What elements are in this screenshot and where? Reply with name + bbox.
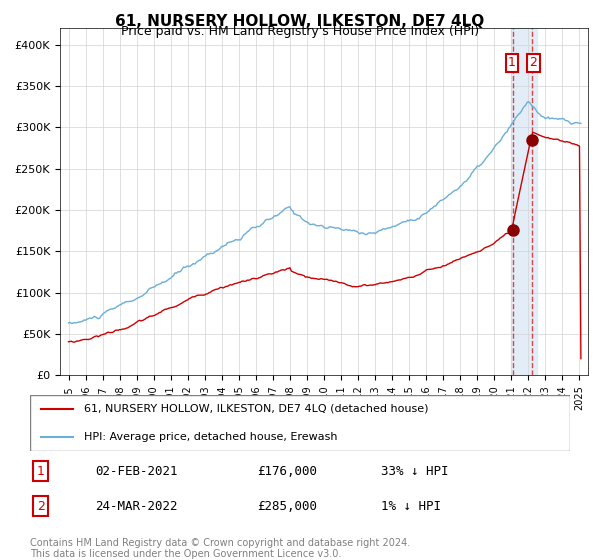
- Text: HPI: Average price, detached house, Erewash: HPI: Average price, detached house, Erew…: [84, 432, 337, 442]
- Bar: [511, 28, 537, 375]
- Text: 24-MAR-2022: 24-MAR-2022: [95, 500, 178, 512]
- Text: £285,000: £285,000: [257, 500, 317, 512]
- Text: 1: 1: [508, 56, 516, 69]
- Text: 61, NURSERY HOLLOW, ILKESTON, DE7 4LQ (detached house): 61, NURSERY HOLLOW, ILKESTON, DE7 4LQ (d…: [84, 404, 428, 414]
- Text: 61, NURSERY HOLLOW, ILKESTON, DE7 4LQ: 61, NURSERY HOLLOW, ILKESTON, DE7 4LQ: [115, 14, 485, 29]
- Text: £176,000: £176,000: [257, 465, 317, 478]
- Text: 1: 1: [37, 465, 45, 478]
- Text: 1% ↓ HPI: 1% ↓ HPI: [381, 500, 441, 512]
- FancyBboxPatch shape: [30, 395, 570, 451]
- Text: 2: 2: [529, 56, 537, 69]
- Text: 02-FEB-2021: 02-FEB-2021: [95, 465, 178, 478]
- Text: Contains HM Land Registry data © Crown copyright and database right 2024.
This d: Contains HM Land Registry data © Crown c…: [30, 538, 410, 559]
- Text: Price paid vs. HM Land Registry's House Price Index (HPI): Price paid vs. HM Land Registry's House …: [121, 25, 479, 38]
- Text: 33% ↓ HPI: 33% ↓ HPI: [381, 465, 449, 478]
- Text: 2: 2: [37, 500, 45, 512]
